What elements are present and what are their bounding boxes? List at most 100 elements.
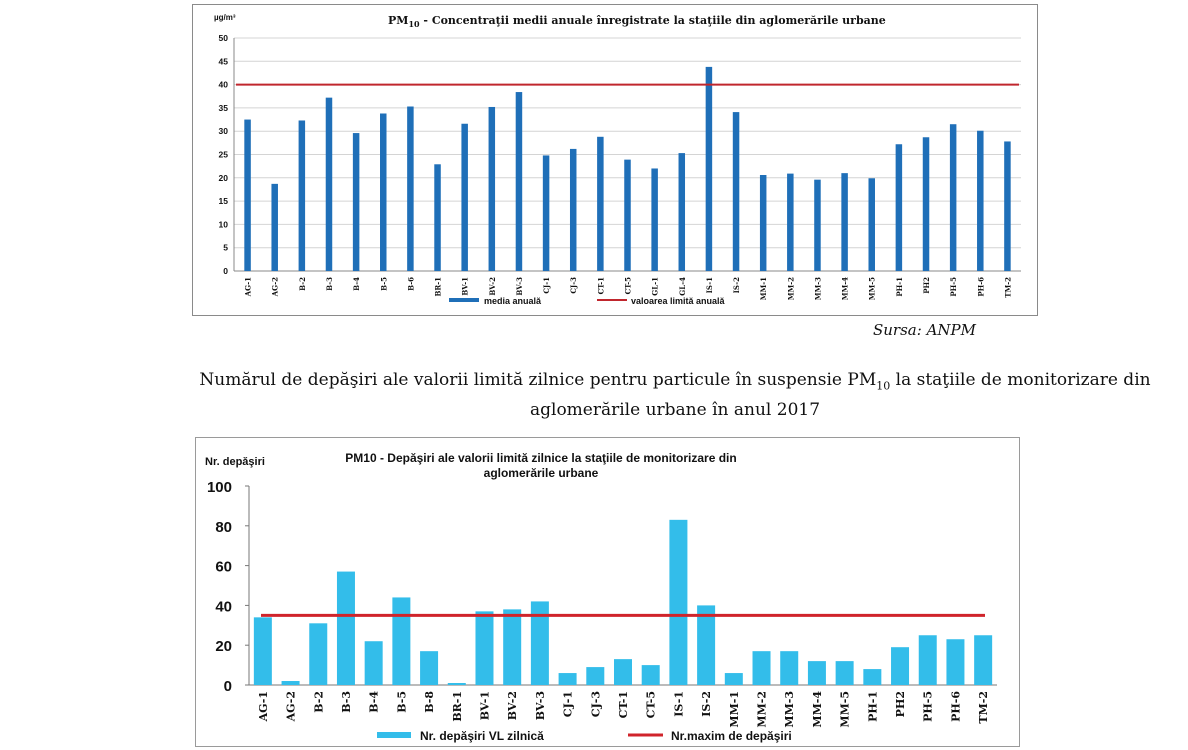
bar-MM-5 (868, 178, 875, 271)
x-tick-label: BV-2 (506, 691, 519, 720)
bar-B-2 (298, 120, 306, 272)
figure-caption: Numărul de depăşiri ale valorii limită z… (180, 368, 1170, 422)
bar-AG-2 (271, 183, 278, 271)
bar-AG-1 (253, 617, 272, 685)
x-tick-label: PH2 (922, 277, 931, 294)
legend-label-bar: Nr. depăşiri VL zilnică (420, 729, 544, 743)
x-tick-label: CT-5 (624, 277, 633, 295)
x-tick-label: B-4 (368, 691, 381, 713)
chart-title: PM10 - Concentraţii medii anuale înregis… (388, 14, 886, 29)
bar-BV-1 (475, 611, 494, 685)
legend-swatch-bar (449, 298, 479, 302)
x-tick-label: PH-5 (922, 691, 935, 722)
bar-B-5 (392, 597, 411, 685)
x-tick-label: AG-1 (257, 691, 270, 722)
x-tick-label: GL-1 (651, 277, 660, 296)
y-tick-label: 10 (219, 219, 229, 229)
y-tick-label: 60 (215, 559, 232, 576)
bar-IS-1 (669, 519, 688, 685)
chart-panel-annual-mean: PM10 - Concentraţii medii anuale înregis… (192, 4, 1038, 316)
bar-B-8 (420, 651, 439, 685)
x-tick-label: AG-2 (271, 277, 280, 297)
bar-B-4 (364, 641, 383, 685)
legend-label-bar: media anuală (484, 296, 542, 306)
bar-AG-1 (244, 119, 251, 271)
bar-B-5 (380, 113, 387, 271)
x-tick-label: IS-2 (700, 691, 713, 717)
y-tick-label: 50 (219, 33, 229, 43)
bar-IS-1 (705, 66, 713, 271)
x-tick-label: B-5 (395, 691, 408, 713)
y-tick-label: 30 (219, 126, 229, 136)
caption-line1-pre: Numărul de depăşiri ale valorii limită z… (199, 370, 877, 390)
x-tick-label: MM-2 (786, 277, 795, 300)
x-tick-label: IS-1 (672, 691, 685, 717)
x-tick-label: B-2 (298, 277, 307, 291)
y-axis-label: Nr. depăşiri (205, 456, 265, 468)
source-note: Sursa: ANPM (873, 321, 976, 339)
bar-CJ-1 (558, 673, 577, 685)
x-tick-label: AG-1 (244, 277, 253, 297)
x-tick-label: B-4 (352, 277, 361, 291)
x-tick-label: CJ-3 (589, 691, 602, 717)
bar-MM-1 (759, 175, 767, 271)
bar-PH2 (922, 137, 930, 271)
x-tick-label: MM-2 (756, 691, 769, 728)
x-tick-label: CJ-3 (569, 277, 578, 294)
bar-PH-1 (863, 669, 882, 685)
bar-MM-2 (787, 173, 794, 271)
x-tick-label: PH-5 (949, 277, 958, 297)
bar-PH-1 (895, 144, 903, 271)
bar-MM-4 (807, 661, 826, 685)
y-tick-label: 40 (215, 598, 232, 615)
x-tick-label: MM-3 (783, 691, 796, 728)
x-tick-label: CJ-1 (542, 277, 551, 294)
x-tick-label: MM-5 (868, 277, 877, 300)
bar-MM-5 (835, 661, 854, 685)
bar-PH2 (891, 647, 910, 685)
caption-line1-post: la staţiile de monitorizare din (890, 370, 1151, 390)
caption-line2: aglomerările urbane în anul 2017 (529, 400, 821, 421)
x-tick-label: MM-3 (813, 277, 822, 300)
bar-B-2 (309, 623, 328, 685)
bar-CT-1 (614, 659, 632, 685)
x-tick-label: MM-1 (728, 691, 741, 728)
y-tick-label: 0 (224, 678, 232, 695)
bar-BV-3 (530, 601, 549, 685)
bar-MM-2 (752, 651, 771, 685)
bar-GL-1 (651, 168, 658, 271)
bar-GL-4 (678, 153, 686, 271)
bar-MM-1 (724, 673, 743, 685)
x-tick-label: IS-2 (732, 277, 741, 293)
x-tick-label: B-3 (325, 277, 334, 291)
bar-CT-1 (597, 136, 604, 271)
x-tick-label: PH-1 (866, 691, 879, 722)
bar-BV-1 (461, 123, 468, 271)
bar-B-3 (325, 97, 333, 271)
bar-TM-2 (974, 635, 993, 685)
chart-title-line1: PM10 - Depăşiri ale valorii limită zilni… (345, 451, 736, 465)
x-tick-label: B-2 (312, 691, 325, 713)
bar-CJ-1 (542, 155, 550, 271)
x-tick-label: BV-3 (534, 691, 547, 720)
x-tick-label: CT-1 (596, 277, 605, 295)
y-tick-label: 45 (219, 56, 229, 66)
x-tick-label: MM-4 (811, 691, 824, 728)
x-tick-label: PH2 (894, 691, 907, 717)
bar-CT-5 (641, 665, 660, 685)
x-tick-label: TM-2 (1003, 277, 1012, 298)
x-tick-label: MM-4 (841, 277, 850, 300)
bar-PH-5 (918, 635, 937, 685)
x-tick-label: MM-5 (839, 691, 852, 728)
x-tick-label: PH-1 (895, 277, 904, 297)
y-tick-label: 40 (219, 80, 229, 90)
bar-B-3 (336, 571, 355, 685)
bar-IS-2 (732, 112, 740, 272)
y-tick-label: 15 (219, 196, 229, 206)
bar-MM-3 (814, 179, 821, 271)
y-tick-label: 0 (223, 266, 228, 276)
legend-label-line: valoarea limită anuală (631, 296, 726, 306)
y-tick-label: 80 (215, 519, 232, 536)
bar-BV-2 (503, 609, 522, 685)
bar-CJ-3 (586, 667, 605, 685)
